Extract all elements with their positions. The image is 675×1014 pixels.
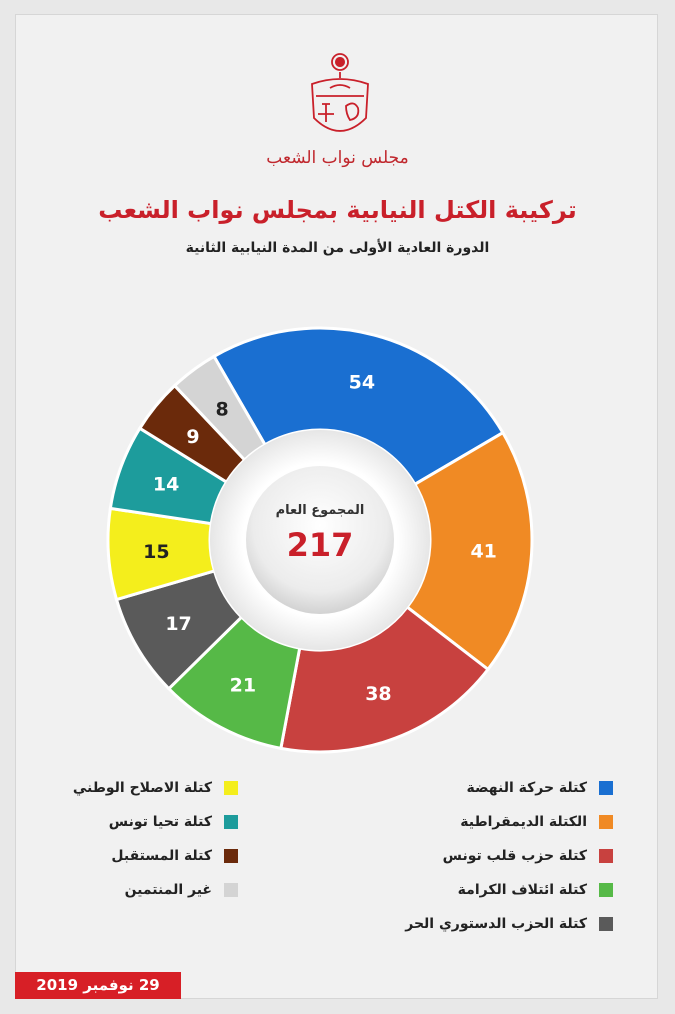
legend-item: غير المنتمين (73, 879, 238, 901)
legend-item: كتلة المستقبل (73, 845, 238, 867)
legend-item: كتلة تحيا تونس (73, 811, 238, 833)
legend-item: كتلة حركة النهضة (405, 777, 613, 799)
slice-value-label: 8 (216, 398, 229, 420)
center-label: المجموع العام (276, 503, 365, 518)
legend-swatch (599, 883, 613, 897)
legend-label: كتلة الاصلاح الوطني (72, 780, 212, 796)
center-total: 217 (287, 526, 354, 564)
slice-value-label: 17 (165, 613, 191, 635)
slice-value-label: 9 (186, 426, 199, 448)
legend-item: الكتلة الديمقراطية (405, 811, 613, 833)
legend-swatch (224, 849, 238, 863)
legend-item: كتلة الحزب الدستوري الحر (405, 913, 613, 935)
legend-swatch (599, 849, 613, 863)
chart-title: تركيبة الكتل النيابية بمجلس نواب الشعب (98, 196, 577, 224)
slice-value-label: 41 (470, 540, 496, 562)
slice-value-label: 54 (349, 371, 375, 393)
legend-label: كتلة الحزب الدستوري الحر (405, 916, 587, 932)
chart-subtitle: الدورة العادية الأولى من المدة النيابية … (185, 240, 490, 256)
legend-left: كتلة الاصلاح الوطني كتلة تحيا تونس كتلة ال… (73, 777, 238, 913)
slice-value-label: 38 (365, 683, 391, 705)
legend-label: كتلة المستقبل (111, 848, 212, 864)
legend-label: غير المنتمين (124, 882, 212, 898)
parliament-emblem-icon (311, 53, 369, 132)
center-disc (246, 466, 394, 614)
legend-item: كتلة الاصلاح الوطني (73, 777, 238, 799)
legend-swatch (224, 883, 238, 897)
legend-swatch (599, 917, 613, 931)
legend-label: كتلة تحيا تونس (108, 814, 212, 830)
legend-label: الكتلة الديمقراطية (460, 814, 587, 830)
legend-item: كتلة حزب قلب تونس (405, 845, 613, 867)
legend-swatch (224, 781, 238, 795)
date-badge: 29 نوفمبر 2019 (15, 972, 181, 999)
legend-item: كتلة ائتلاف الكرامة (405, 879, 613, 901)
slice-value-label: 21 (230, 675, 256, 697)
legend-right: كتلة حركة النهضة الكتلة الديمقراطية كتلة ح… (405, 777, 613, 947)
legend-label: كتلة حركة النهضة (466, 780, 587, 796)
brand-name: مجلس نواب الشعب (266, 148, 409, 168)
slice-2 (405, 430, 534, 672)
slice-value-label: 15 (143, 541, 169, 563)
donut-chart: 54 41 38 21 17 15 14 98 المجموع العام 217 (106, 326, 534, 754)
legend-label: كتلة ائتلاف الكرامة (457, 882, 587, 898)
legend-swatch (599, 781, 613, 795)
slice-1 (211, 326, 505, 487)
legend-swatch (599, 815, 613, 829)
legend-label: كتلة حزب قلب تونس (442, 848, 587, 864)
legend-swatch (224, 815, 238, 829)
slice-value-label: 14 (153, 473, 179, 495)
